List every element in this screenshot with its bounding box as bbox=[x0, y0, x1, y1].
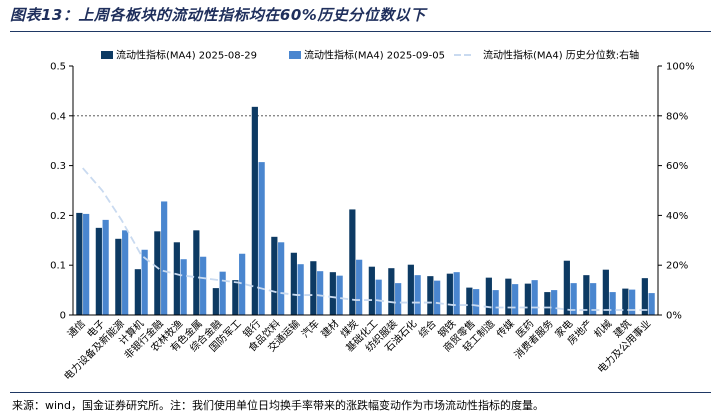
bar-sep05 bbox=[570, 283, 577, 315]
bar-aug29 bbox=[388, 268, 395, 315]
bar-aug29 bbox=[485, 277, 492, 315]
bar-aug29 bbox=[76, 212, 83, 315]
percentile-line bbox=[82, 167, 649, 311]
bar-aug29 bbox=[134, 269, 141, 315]
footer-rule bbox=[10, 392, 711, 393]
legend-label: 流动性指标(MA4) 2025-08-29 bbox=[116, 49, 257, 62]
bar-sep05 bbox=[375, 279, 382, 315]
bar-sep05 bbox=[492, 290, 499, 315]
bar-aug29 bbox=[251, 106, 258, 315]
bar-aug29 bbox=[212, 288, 219, 315]
axes: 0 0.1 0.2 0.3 0.4 0.5 0% 20% 40% 60% 80% 100% bbox=[50, 62, 695, 322]
figure-title: 图表13：上周各板块的流动性指标均在60%历史分位数以下 bbox=[10, 6, 426, 24]
legend-swatch bbox=[101, 51, 113, 59]
bar-sep05 bbox=[395, 283, 402, 315]
bar-aug29 bbox=[641, 278, 648, 315]
percentile-series-line bbox=[82, 167, 649, 311]
bar-aug29 bbox=[563, 260, 570, 315]
bar-sep05 bbox=[590, 283, 597, 315]
bar-sep05 bbox=[531, 280, 538, 315]
bar-sep05 bbox=[278, 242, 285, 315]
left-tick-label: 0 bbox=[60, 311, 66, 322]
bar-aug29 bbox=[115, 238, 122, 315]
bar-aug29 bbox=[407, 264, 414, 315]
source-note: 来源：wind，国金证券研究所。注：我们使用单位日均换手率带来的涨跌幅变动作为市… bbox=[12, 399, 545, 412]
bar-sep05 bbox=[141, 249, 148, 315]
left-tick-label: 0.1 bbox=[50, 261, 66, 272]
bar-aug29 bbox=[602, 269, 609, 315]
bar-aug29 bbox=[544, 292, 551, 315]
left-tick-label: 0.3 bbox=[50, 161, 66, 172]
bar-sep05 bbox=[551, 290, 558, 315]
bar-sep05 bbox=[297, 264, 304, 315]
bar-sep05 bbox=[648, 293, 655, 315]
left-tick-label: 0.4 bbox=[50, 111, 66, 122]
category-label: 建材 bbox=[318, 317, 341, 340]
bar-sep05 bbox=[434, 280, 441, 315]
bar-sep05 bbox=[512, 284, 519, 315]
bar-aug29 bbox=[95, 227, 102, 315]
bar-aug29 bbox=[173, 242, 180, 315]
bar-aug29 bbox=[329, 272, 336, 315]
bar-aug29 bbox=[427, 276, 434, 315]
left-tick-label: 0.2 bbox=[50, 211, 66, 222]
right-tick-label: 60% bbox=[666, 161, 688, 172]
bar-aug29 bbox=[193, 230, 200, 315]
bar-aug29 bbox=[271, 236, 278, 315]
legend-label: 流动性指标(MA4) 2025-09-05 bbox=[304, 49, 445, 62]
right-tick-label: 40% bbox=[666, 211, 688, 222]
bar-sep05 bbox=[609, 292, 616, 315]
bar-sep05 bbox=[200, 256, 207, 315]
category-label: 综合 bbox=[416, 317, 439, 340]
bar-aug29 bbox=[349, 209, 356, 315]
bar-sep05 bbox=[122, 230, 129, 315]
liquidity-chart: 流动性指标(MA4) 2025-08-29 流动性指标(MA4) 2025-09-… bbox=[50, 49, 695, 383]
left-tick-label: 0.5 bbox=[50, 62, 66, 73]
bar-aug29 bbox=[290, 252, 297, 315]
bar-sep05 bbox=[336, 275, 343, 315]
bar-sep05 bbox=[258, 162, 265, 315]
bar-aug29 bbox=[154, 231, 161, 315]
bar-sep05 bbox=[239, 253, 246, 315]
bar-aug29 bbox=[232, 280, 239, 315]
bar-aug29 bbox=[505, 278, 512, 315]
bar-aug29 bbox=[466, 287, 473, 315]
bar-aug29 bbox=[622, 288, 629, 315]
right-tick-label: 100% bbox=[666, 62, 695, 73]
bar-aug29 bbox=[310, 261, 317, 315]
right-tick-label: 0% bbox=[666, 311, 682, 322]
bar-sep05 bbox=[161, 201, 168, 315]
title-rule bbox=[10, 31, 711, 32]
bar-sep05 bbox=[180, 259, 187, 315]
bar-aug29 bbox=[446, 273, 453, 315]
right-tick-label: 80% bbox=[666, 111, 688, 122]
bar-sep05 bbox=[219, 271, 226, 315]
bar-sep05 bbox=[414, 275, 421, 315]
legend-label: 流动性指标(MA4) 历史分位数:右轴 bbox=[483, 49, 639, 62]
bar-sep05 bbox=[317, 271, 324, 315]
right-tick-label: 20% bbox=[666, 261, 688, 272]
bar-sep05 bbox=[453, 272, 460, 315]
category-label: 汽车 bbox=[299, 317, 322, 340]
legend-swatch bbox=[289, 51, 301, 59]
bar-sep05 bbox=[629, 289, 636, 315]
category-label: 传媒 bbox=[494, 318, 517, 341]
category-label: 通信 bbox=[65, 318, 88, 341]
bar-aug29 bbox=[583, 275, 590, 315]
bar-aug29 bbox=[368, 266, 375, 315]
chart-legend: 流动性指标(MA4) 2025-08-29 流动性指标(MA4) 2025-09-… bbox=[101, 49, 639, 62]
category-label: 机械 bbox=[591, 317, 614, 340]
bar-sep05 bbox=[83, 213, 90, 315]
bar-sep05 bbox=[356, 259, 363, 315]
bar-aug29 bbox=[524, 283, 531, 315]
bar-sep05 bbox=[102, 219, 109, 315]
bar-series bbox=[76, 106, 655, 315]
category-labels: 通信电子电力设备及新能源计算机非银行金融农林牧渔有色金属综合金融国防军工银行食品… bbox=[61, 317, 653, 383]
bar-sep05 bbox=[473, 289, 480, 315]
